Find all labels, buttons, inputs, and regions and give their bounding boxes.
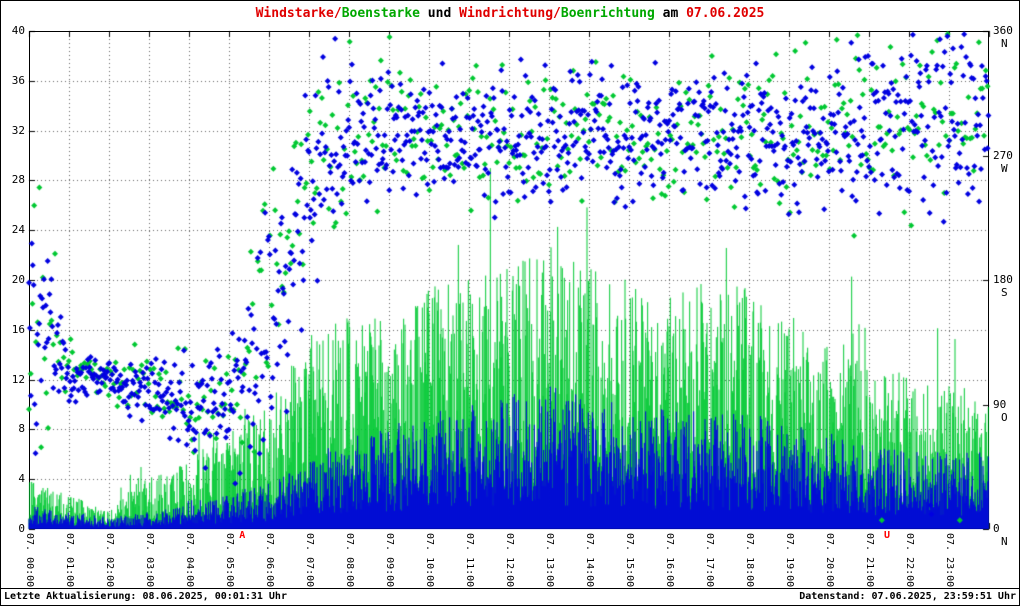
x-axis-tick-label: 07. 10:00 [424,533,435,588]
x-axis-tick-label: 07. 15:00 [624,533,635,588]
right-axis-tick-label: 180 [993,273,1013,286]
right-axis-compass-letter: N [1001,37,1008,50]
right-axis-tick-label: 360 [993,24,1013,37]
left-axis-tick-label: 40 [11,24,25,37]
x-axis-tick-label: 07. 21:00 [864,533,875,588]
x-axis-tick-label: 07. 18:00 [744,533,755,588]
x-axis-tick-label: 07. 05:00 [224,533,235,588]
footer-bar: Letzte Aktualisierung: 08.06.2025, 00:01… [1,588,1019,605]
x-axis-tick-label: 07. 20:00 [824,533,835,588]
x-axis-tick-label: 07. 00:00 [24,533,35,588]
x-axis-tick-label: 07. 11:00 [464,533,475,588]
sunrise-marker: A [239,530,246,541]
x-axis-tick-label: 07. 23:00 [944,533,955,588]
x-axis-tick-label: 07. 08:00 [344,533,355,588]
left-axis-tick-label: 12 [11,372,25,386]
left-axis-tick-label: 32 [11,123,25,137]
x-axis-tick-label: 07. 13:00 [544,533,555,588]
right-axis-tick-label: 0 [993,522,1000,535]
x-axis-tick-label: 07. 04:00 [184,533,195,588]
left-axis-tick-label: 4 [18,472,25,486]
left-axis-tick-label: 20 [11,273,25,286]
x-axis-tick-label: 07. 12:00 [504,533,515,588]
left-axis-tick-label: 8 [18,422,25,436]
x-axis-tick-label: 07. 22:00 [904,533,915,588]
right-axis-compass-letter: W [1001,161,1008,175]
left-axis-tick-label: 24 [11,223,25,237]
x-axis-tick-label: 07. 17:00 [704,533,715,588]
sunset-marker: U [884,530,891,541]
left-axis-tick-label: 36 [11,73,25,87]
right-axis-tick-label: 270 [993,148,1013,162]
right-axis-compass-letter: N [1001,535,1008,548]
x-axis-tick-label: 07. 06:00 [264,533,275,588]
right-axis-compass-letter: O [1001,410,1008,424]
x-axis-tick-label: 07. 19:00 [784,533,795,588]
x-axis-tick-label: 07. 14:00 [584,533,595,588]
right-axis-compass-letter: S [1001,286,1008,299]
right-axis-tick-label: 90 [993,397,1007,411]
left-axis-tick-label: 0 [18,522,25,535]
x-axis-tick-label: 07. 07:00 [304,533,315,588]
left-axis-tick-label: 28 [11,173,25,187]
data-timestamp-text: Datenstand: 07.06.2025, 23:59:51 Uhr [799,591,1016,602]
left-axis-tick-label: 16 [11,322,25,336]
x-axis-tick-label: 07. 09:00 [384,533,395,588]
x-axis-tick-label: 07. 03:00 [144,533,155,588]
x-axis-tick-label: 07. 16:00 [664,533,675,588]
x-axis-tick-label: 07. 01:00 [64,533,75,588]
last-update-text: Letzte Aktualisierung: 08.06.2025, 00:01… [4,591,287,602]
x-axis-tick-label: 07. 02:00 [104,533,115,588]
